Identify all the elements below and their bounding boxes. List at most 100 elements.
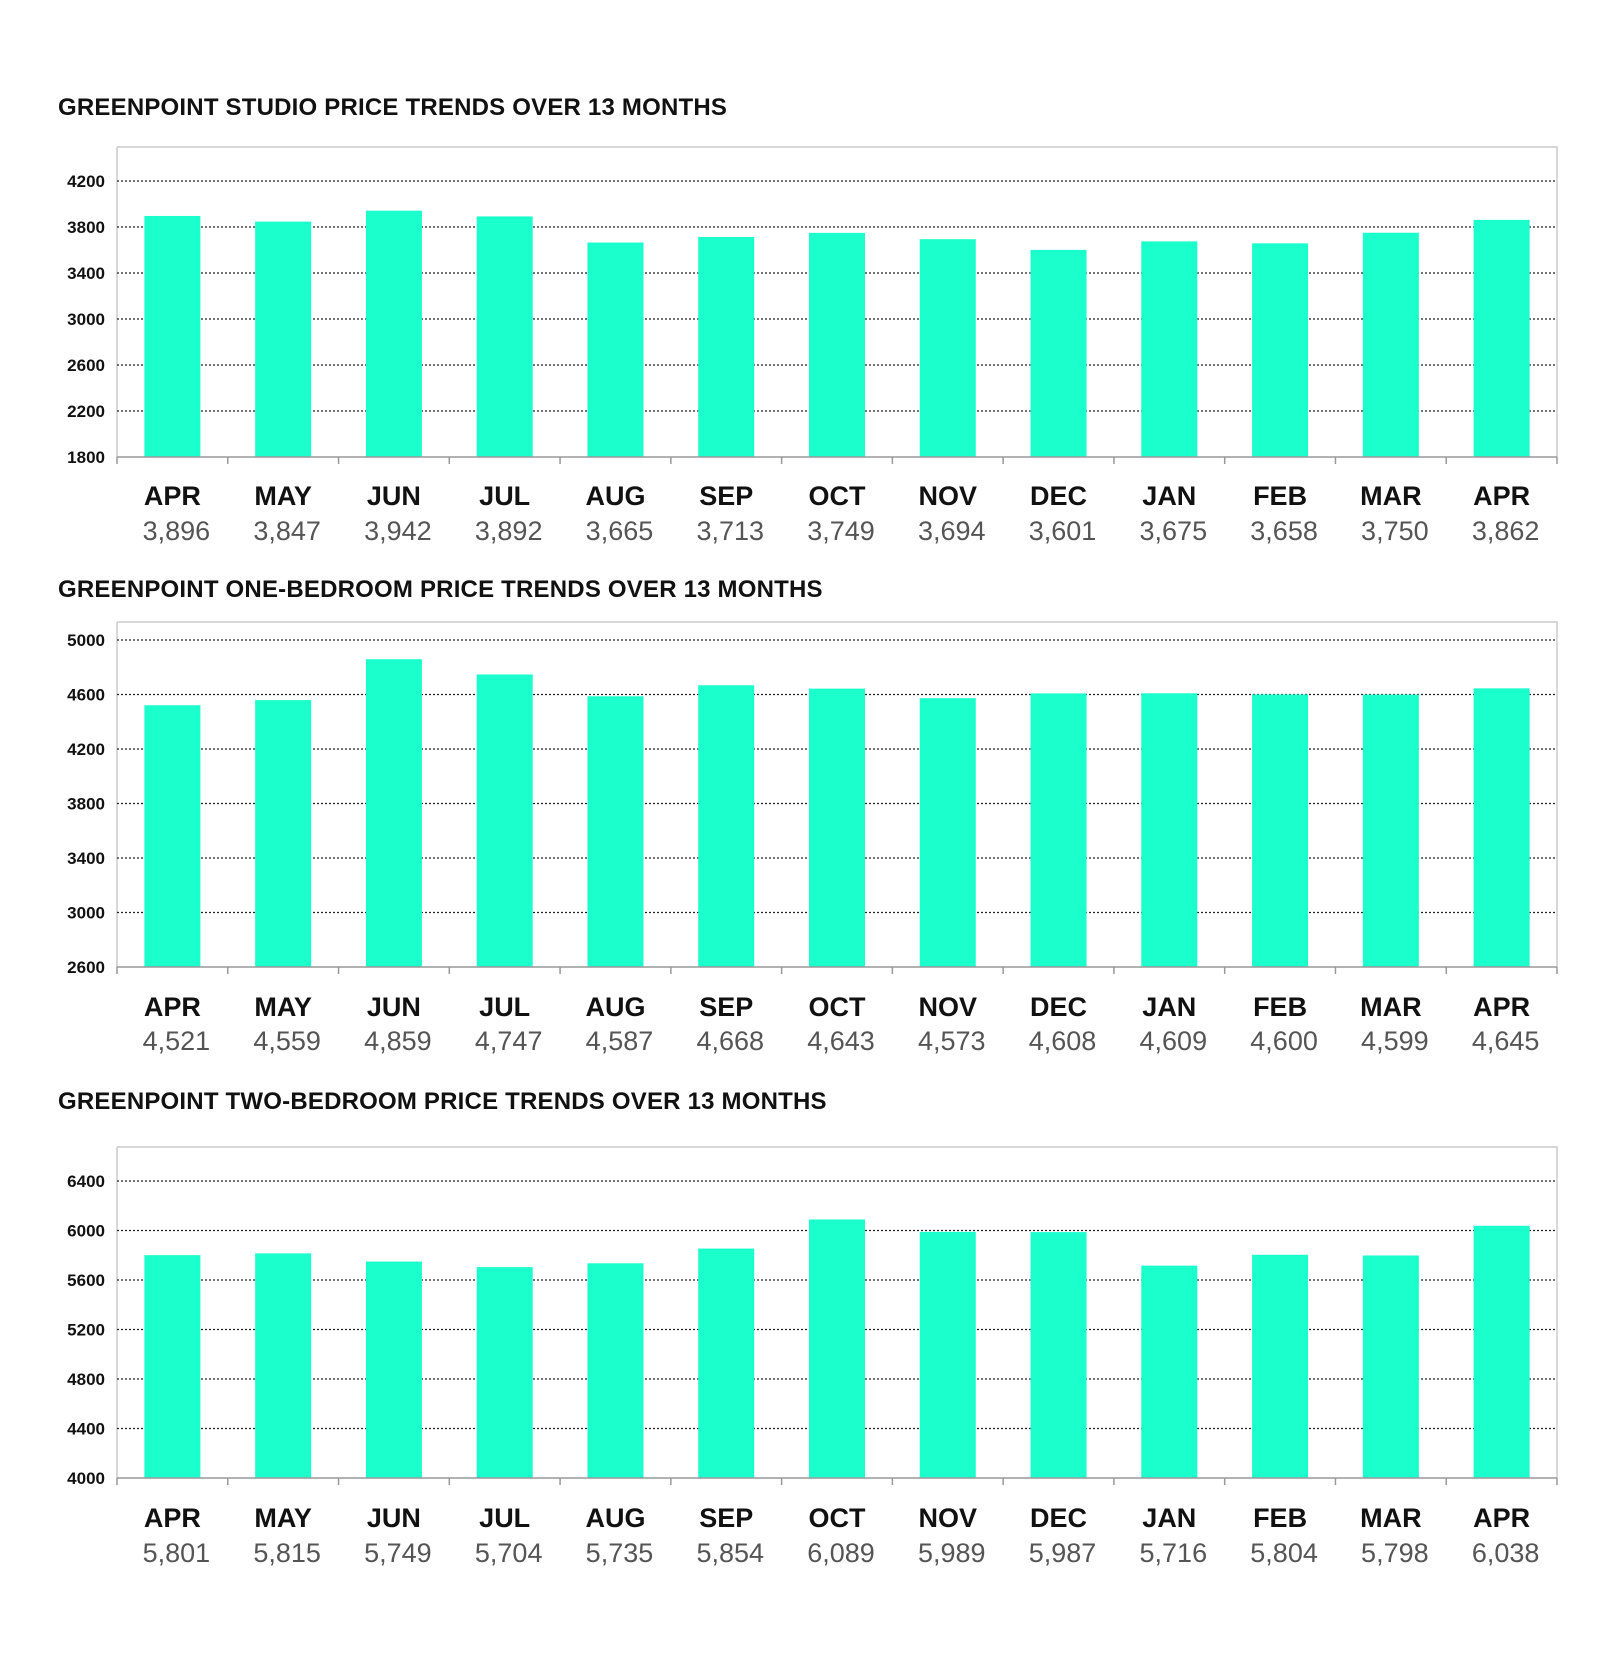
data-value-label: 3,750 [1361, 516, 1429, 546]
bar [144, 215, 201, 457]
data-value-label: 6,038 [1472, 1538, 1540, 1568]
bar [1362, 1255, 1419, 1478]
x-category-label: FEB [1253, 481, 1307, 511]
y-tick-label: 2600 [67, 356, 105, 375]
data-value-label: 5,987 [1029, 1538, 1097, 1568]
plot-frame [117, 621, 1558, 967]
y-tick-label: 3000 [67, 310, 105, 329]
x-category-label: JUN [367, 481, 421, 511]
bar [587, 696, 644, 967]
y-tick-label: 5200 [67, 1321, 105, 1340]
bar [144, 705, 201, 967]
bar [809, 232, 865, 457]
y-tick-label: 3400 [67, 264, 105, 283]
data-value-label: 3,665 [586, 516, 654, 546]
bar [365, 659, 422, 967]
bar [476, 216, 533, 457]
data-value-label: 5,735 [586, 1538, 654, 1568]
x-category-label: SEP [699, 481, 753, 511]
data-value-label: 4,521 [143, 1026, 211, 1056]
data-value-label: 4,859 [364, 1026, 432, 1056]
x-category-label: JAN [1142, 481, 1196, 511]
x-category-label: DEC [1030, 1503, 1087, 1533]
bar [1030, 1232, 1087, 1478]
y-tick-label: 5600 [67, 1271, 105, 1290]
data-value-label: 3,749 [807, 516, 875, 546]
bar [919, 239, 976, 457]
x-category-label: MAY [254, 992, 312, 1022]
x-category-label: OCT [809, 481, 867, 511]
data-value-label: 4,609 [1140, 1026, 1208, 1056]
data-value-label: 4,573 [918, 1026, 986, 1056]
x-category-label: OCT [809, 1503, 867, 1533]
x-category-label: JAN [1142, 1503, 1196, 1533]
bar [587, 1263, 644, 1478]
data-value-label: 3,694 [918, 516, 986, 546]
y-tick-label: 3800 [67, 218, 105, 237]
x-category-label: JAN [1142, 992, 1196, 1022]
x-category-label: APR [144, 1503, 201, 1533]
data-value-label: 5,716 [1140, 1538, 1208, 1568]
data-value-label: 4,668 [696, 1026, 764, 1056]
x-category-label: NOV [919, 481, 978, 511]
data-value-label: 6,089 [807, 1538, 875, 1568]
x-category-label: AUG [585, 1503, 645, 1533]
bar [1473, 219, 1530, 457]
data-value-label: 3,892 [475, 516, 543, 546]
y-tick-label: 1800 [67, 448, 105, 467]
bar [144, 1255, 201, 1478]
x-category-label: MAR [1360, 992, 1422, 1022]
bar [1473, 688, 1530, 967]
bar [476, 1267, 533, 1478]
x-category-label: NOV [919, 992, 978, 1022]
data-value-label: 3,896 [143, 516, 211, 546]
chart-title-two-bedroom: GREENPOINT TWO-BEDROOM PRICE TRENDS OVER… [58, 1088, 827, 1115]
one-bedroom-bar-chart: 2600 3000 3400 3800 4200 4600 5000 APR 4,521 MAY 4… [67, 621, 1558, 1056]
data-value-label: 5,798 [1361, 1538, 1429, 1568]
x-category-label: SEP [699, 1503, 753, 1533]
data-value-label: 5,854 [696, 1538, 764, 1568]
bar [255, 700, 312, 967]
data-value-label: 4,599 [1361, 1026, 1429, 1056]
data-value-label: 4,587 [586, 1026, 654, 1056]
data-value-label: 5,801 [143, 1538, 211, 1568]
data-value-label: 4,600 [1250, 1026, 1318, 1056]
studio-bar-chart: 1800 2200 2600 3000 3400 3800 4200 APR 3,896 MAY 3… [67, 146, 1558, 546]
y-tick-label: 5000 [67, 631, 105, 650]
bar [1141, 693, 1198, 967]
y-tick-label: 6000 [67, 1222, 105, 1241]
x-category-label: OCT [809, 992, 867, 1022]
data-value-label: 3,862 [1472, 516, 1540, 546]
chart-title-studio: GREENPOINT STUDIO PRICE TRENDS OVER 13 M… [58, 94, 728, 121]
chart-title-one-bedroom: GREENPOINT ONE-BEDROOM PRICE TRENDS OVER… [58, 576, 823, 603]
x-category-label: NOV [919, 1503, 978, 1533]
bar [365, 1261, 422, 1478]
data-value-label: 5,804 [1250, 1538, 1318, 1568]
x-category-label: FEB [1253, 1503, 1307, 1533]
y-tick-label: 3800 [67, 795, 105, 814]
x-category-label: JUL [479, 992, 530, 1022]
x-category-label: APR [1473, 992, 1530, 1022]
plot-frame [117, 1146, 1558, 1478]
data-value-label: 4,747 [475, 1026, 543, 1056]
bar [1362, 232, 1419, 457]
bar [1252, 243, 1309, 457]
y-tick-label: 4000 [67, 1469, 105, 1488]
y-tick-label: 4200 [67, 172, 105, 191]
x-category-label: MAR [1360, 481, 1422, 511]
bar [1141, 1265, 1198, 1478]
x-category-label: DEC [1030, 992, 1087, 1022]
x-category-label: APR [144, 481, 201, 511]
y-tick-label: 2200 [67, 402, 105, 421]
bar [698, 1248, 755, 1478]
x-category-label: DEC [1030, 481, 1087, 511]
y-tick-label: 4600 [67, 686, 105, 705]
data-value-label: 4,608 [1029, 1026, 1097, 1056]
bar [1252, 1254, 1309, 1478]
data-value-label: 4,643 [807, 1026, 875, 1056]
y-tick-label: 4800 [67, 1370, 105, 1389]
y-tick-label: 6400 [67, 1172, 105, 1191]
x-category-label: MAR [1360, 1503, 1422, 1533]
x-category-label: JUN [367, 1503, 421, 1533]
bar [919, 1231, 976, 1478]
